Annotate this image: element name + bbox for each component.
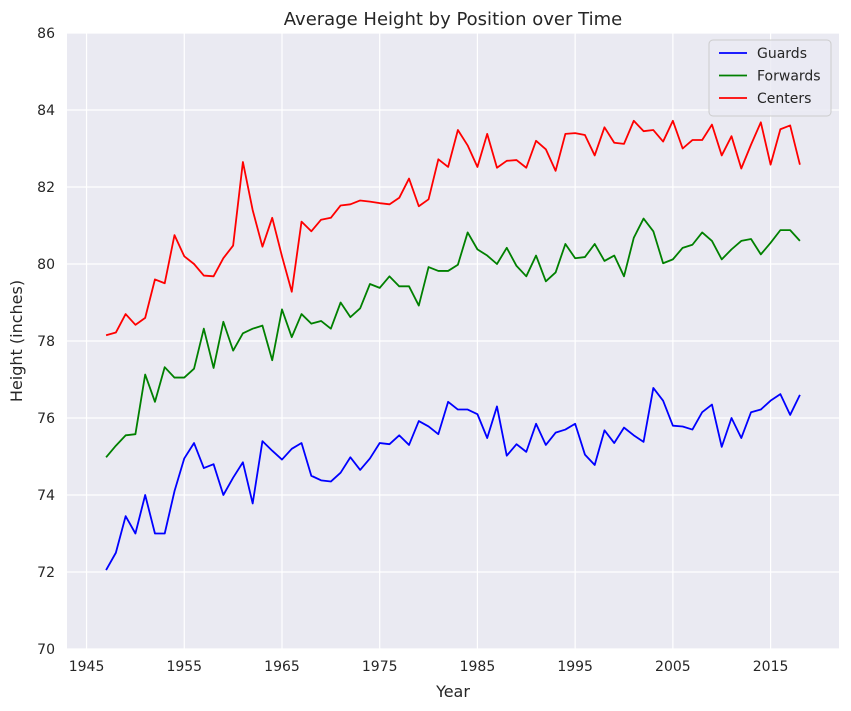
- y-tick-label: 86: [37, 26, 55, 42]
- legend-box: [708, 39, 832, 117]
- chart-title: Average Height by Position over Time: [284, 9, 622, 30]
- y-tick-label: 72: [37, 565, 55, 581]
- series-line-forwards: [105, 217, 801, 458]
- x-tick-label: 1995: [557, 659, 593, 675]
- x-tick-label: 1985: [460, 659, 496, 675]
- y-tick-label: 80: [37, 257, 55, 273]
- legend-label: Centers: [757, 91, 811, 107]
- y-tick-label: 74: [37, 488, 55, 504]
- x-tick-label: 2015: [753, 659, 789, 675]
- grid: [67, 32, 839, 650]
- x-axis-label: Year: [435, 682, 470, 701]
- y-tick-label: 70: [37, 642, 55, 658]
- legend-label: Forwards: [757, 69, 821, 85]
- x-tick-label: 1945: [69, 659, 105, 675]
- x-tick-label: 2005: [655, 659, 691, 675]
- x-tick-label: 1975: [362, 659, 398, 675]
- legend: Guards Forwards Centers: [708, 39, 832, 117]
- y-tick-label: 78: [37, 334, 55, 350]
- y-tick-label: 82: [37, 180, 55, 196]
- x-axis-ticks: 1945 1955 1965 1975 1985 1995 2005 2015: [69, 659, 789, 675]
- series-line-centers: [105, 119, 801, 337]
- series-line-guards: [105, 387, 801, 571]
- x-tick-label: 1955: [166, 659, 202, 675]
- series-lines: [105, 119, 801, 571]
- y-axis-ticks: 70 72 74 76 78 80 82 84 86: [37, 26, 55, 658]
- x-tick-label: 1965: [264, 659, 300, 675]
- legend-label: Guards: [757, 46, 807, 62]
- y-axis-label: Height (inches): [7, 280, 26, 402]
- y-tick-label: 84: [37, 103, 55, 119]
- y-tick-label: 76: [37, 411, 55, 427]
